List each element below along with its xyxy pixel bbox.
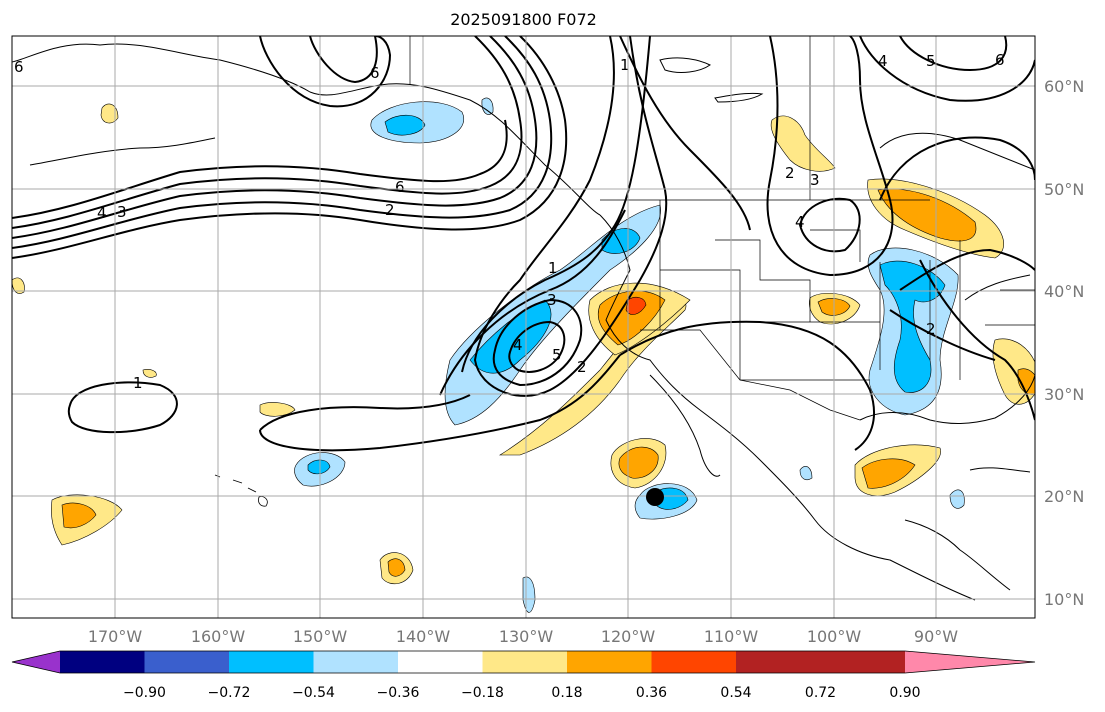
lat-label: 50°N: [1044, 180, 1084, 199]
contour-label-6c: 6: [995, 51, 1005, 69]
lon-label: 170°W: [88, 627, 143, 646]
longitude-labels: 170°W 160°W 150°W 140°W 130°W 120°W 110°…: [88, 627, 958, 646]
colorbar-segment: [651, 651, 736, 673]
latitude-labels: 60°N 50°N 40°N 30°N 20°N 10°N: [1044, 77, 1084, 609]
colorbar-tick-label: 0.72: [805, 685, 836, 701]
contour-label-2b: 2: [385, 201, 395, 219]
colorbar-tick-label: −0.72: [208, 685, 251, 701]
contour-label-5: 5: [552, 346, 562, 364]
lon-label: 110°W: [704, 627, 759, 646]
contour-lines: [12, 36, 1035, 452]
colorbar-segment: [398, 651, 483, 673]
contour-label-5b: 5: [926, 52, 936, 70]
colorbar-segment: [567, 651, 652, 673]
lat-label: 10°N: [1044, 590, 1084, 609]
colorbar-tick-label: 0.36: [636, 685, 667, 701]
colorbar: −0.90 −0.72 −0.54 −0.36 −0.18 0.18 0.36 …: [11, 650, 1036, 701]
lat-label: 40°N: [1044, 282, 1084, 301]
contour-label-1: 1: [548, 259, 558, 277]
contour-label-2c: 2: [785, 164, 795, 182]
contour-label-6b: 6: [370, 64, 380, 82]
contour-label-4b: 4: [97, 204, 107, 222]
colorbar-tick-label: 0.54: [720, 685, 751, 701]
lon-label: 130°W: [499, 627, 554, 646]
contour-label-3b: 3: [117, 203, 127, 221]
lon-label: 140°W: [396, 627, 451, 646]
colorbar-segment: [736, 651, 821, 673]
lon-label: 150°W: [293, 627, 348, 646]
colorbar-extend-high-tip: [905, 651, 1035, 673]
lon-label: 120°W: [601, 627, 656, 646]
contour-label-6: 6: [395, 178, 405, 196]
contour-label-4d: 4: [878, 52, 888, 70]
contour-label-4: 4: [513, 336, 523, 354]
colorbar-segment: [229, 651, 314, 673]
colorbar-segment: [60, 651, 145, 673]
contour-label-2: 2: [577, 358, 587, 376]
colorbar-tick-label: −0.36: [377, 685, 420, 701]
lat-label: 60°N: [1044, 77, 1084, 96]
lat-label: 30°N: [1044, 385, 1084, 404]
contour-label-1b: 1: [133, 374, 143, 392]
colorbar-segment: [482, 651, 567, 673]
colorbar-tick-label: −0.18: [461, 685, 504, 701]
colorbar-segment: [144, 651, 229, 673]
lon-label: 90°W: [914, 627, 958, 646]
lat-label: 20°N: [1044, 487, 1084, 506]
contour-labels: 1 3 4 5 2 1 6 2 4 3 6 1 2 3 4 4 5 6 2 6: [14, 51, 1005, 392]
colorbar-extend-high: [820, 651, 905, 673]
contour-label-1c: 1: [620, 56, 630, 74]
map-area[interactable]: 1 3 4 5 2 1 6 2 4 3 6 1 2 3 4 4 5 6 2 6: [12, 36, 1040, 618]
gridlines: [12, 36, 1035, 618]
lon-label: 100°W: [807, 627, 862, 646]
colorbar-tick-label: −0.90: [123, 685, 166, 701]
colorbar-segment: [313, 651, 398, 673]
colorbar-extend-low: [12, 651, 60, 673]
contour-label-2d: 2: [926, 320, 936, 338]
political-borders: [409, 36, 1035, 421]
colorbar-tick-label: −0.54: [292, 685, 335, 701]
contour-label-3c: 3: [810, 171, 820, 189]
coastlines: [12, 43, 1035, 601]
contour-label-6d: 6: [14, 58, 24, 76]
storm-center-marker[interactable]: [646, 488, 664, 506]
colorbar-tick-label: 0.18: [551, 685, 582, 701]
contour-label-4c: 4: [795, 213, 805, 231]
map-title: 2025091800 F072: [450, 10, 597, 29]
colorbar-tick-label: 0.90: [889, 685, 920, 701]
contour-label-3: 3: [547, 291, 557, 309]
map-frame: [11, 35, 1036, 619]
lon-label: 160°W: [191, 627, 246, 646]
